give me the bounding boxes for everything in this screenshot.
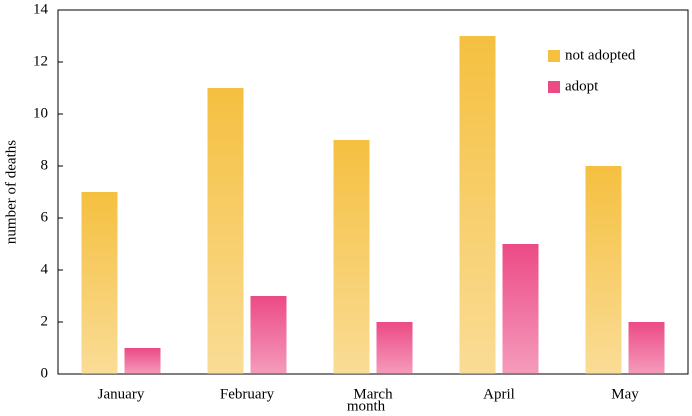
bar [333, 140, 370, 374]
y-axis-label: number of deaths [3, 140, 19, 244]
y-tick-label: 2 [41, 313, 49, 329]
bar [250, 296, 287, 374]
bar [459, 36, 496, 374]
legend-label: adopt [565, 78, 599, 94]
y-tick-label: 4 [41, 261, 49, 277]
x-tick-label: April [483, 386, 515, 402]
bar [207, 88, 244, 374]
y-tick-label: 14 [33, 1, 49, 17]
x-tick-label: February [220, 386, 275, 402]
y-tick-label: 12 [33, 53, 48, 69]
bar [376, 322, 413, 374]
legend-swatch [548, 81, 560, 93]
x-tick-label: January [98, 386, 145, 402]
plot-frame [57, 9, 689, 375]
y-tick-label: 8 [41, 157, 49, 173]
y-tick-label: 10 [33, 105, 48, 121]
x-tick-label: May [611, 386, 639, 402]
legend-swatch [548, 50, 560, 62]
bar [585, 166, 622, 374]
bar [81, 192, 118, 374]
bar [628, 322, 665, 374]
bar [502, 244, 539, 374]
y-tick-label: 0 [41, 365, 49, 381]
bar [124, 348, 161, 374]
x-axis-label: month [347, 398, 386, 414]
y-tick-label: 6 [41, 209, 49, 225]
x-tick-label: March [353, 386, 393, 402]
legend-label: not adopted [565, 47, 636, 63]
